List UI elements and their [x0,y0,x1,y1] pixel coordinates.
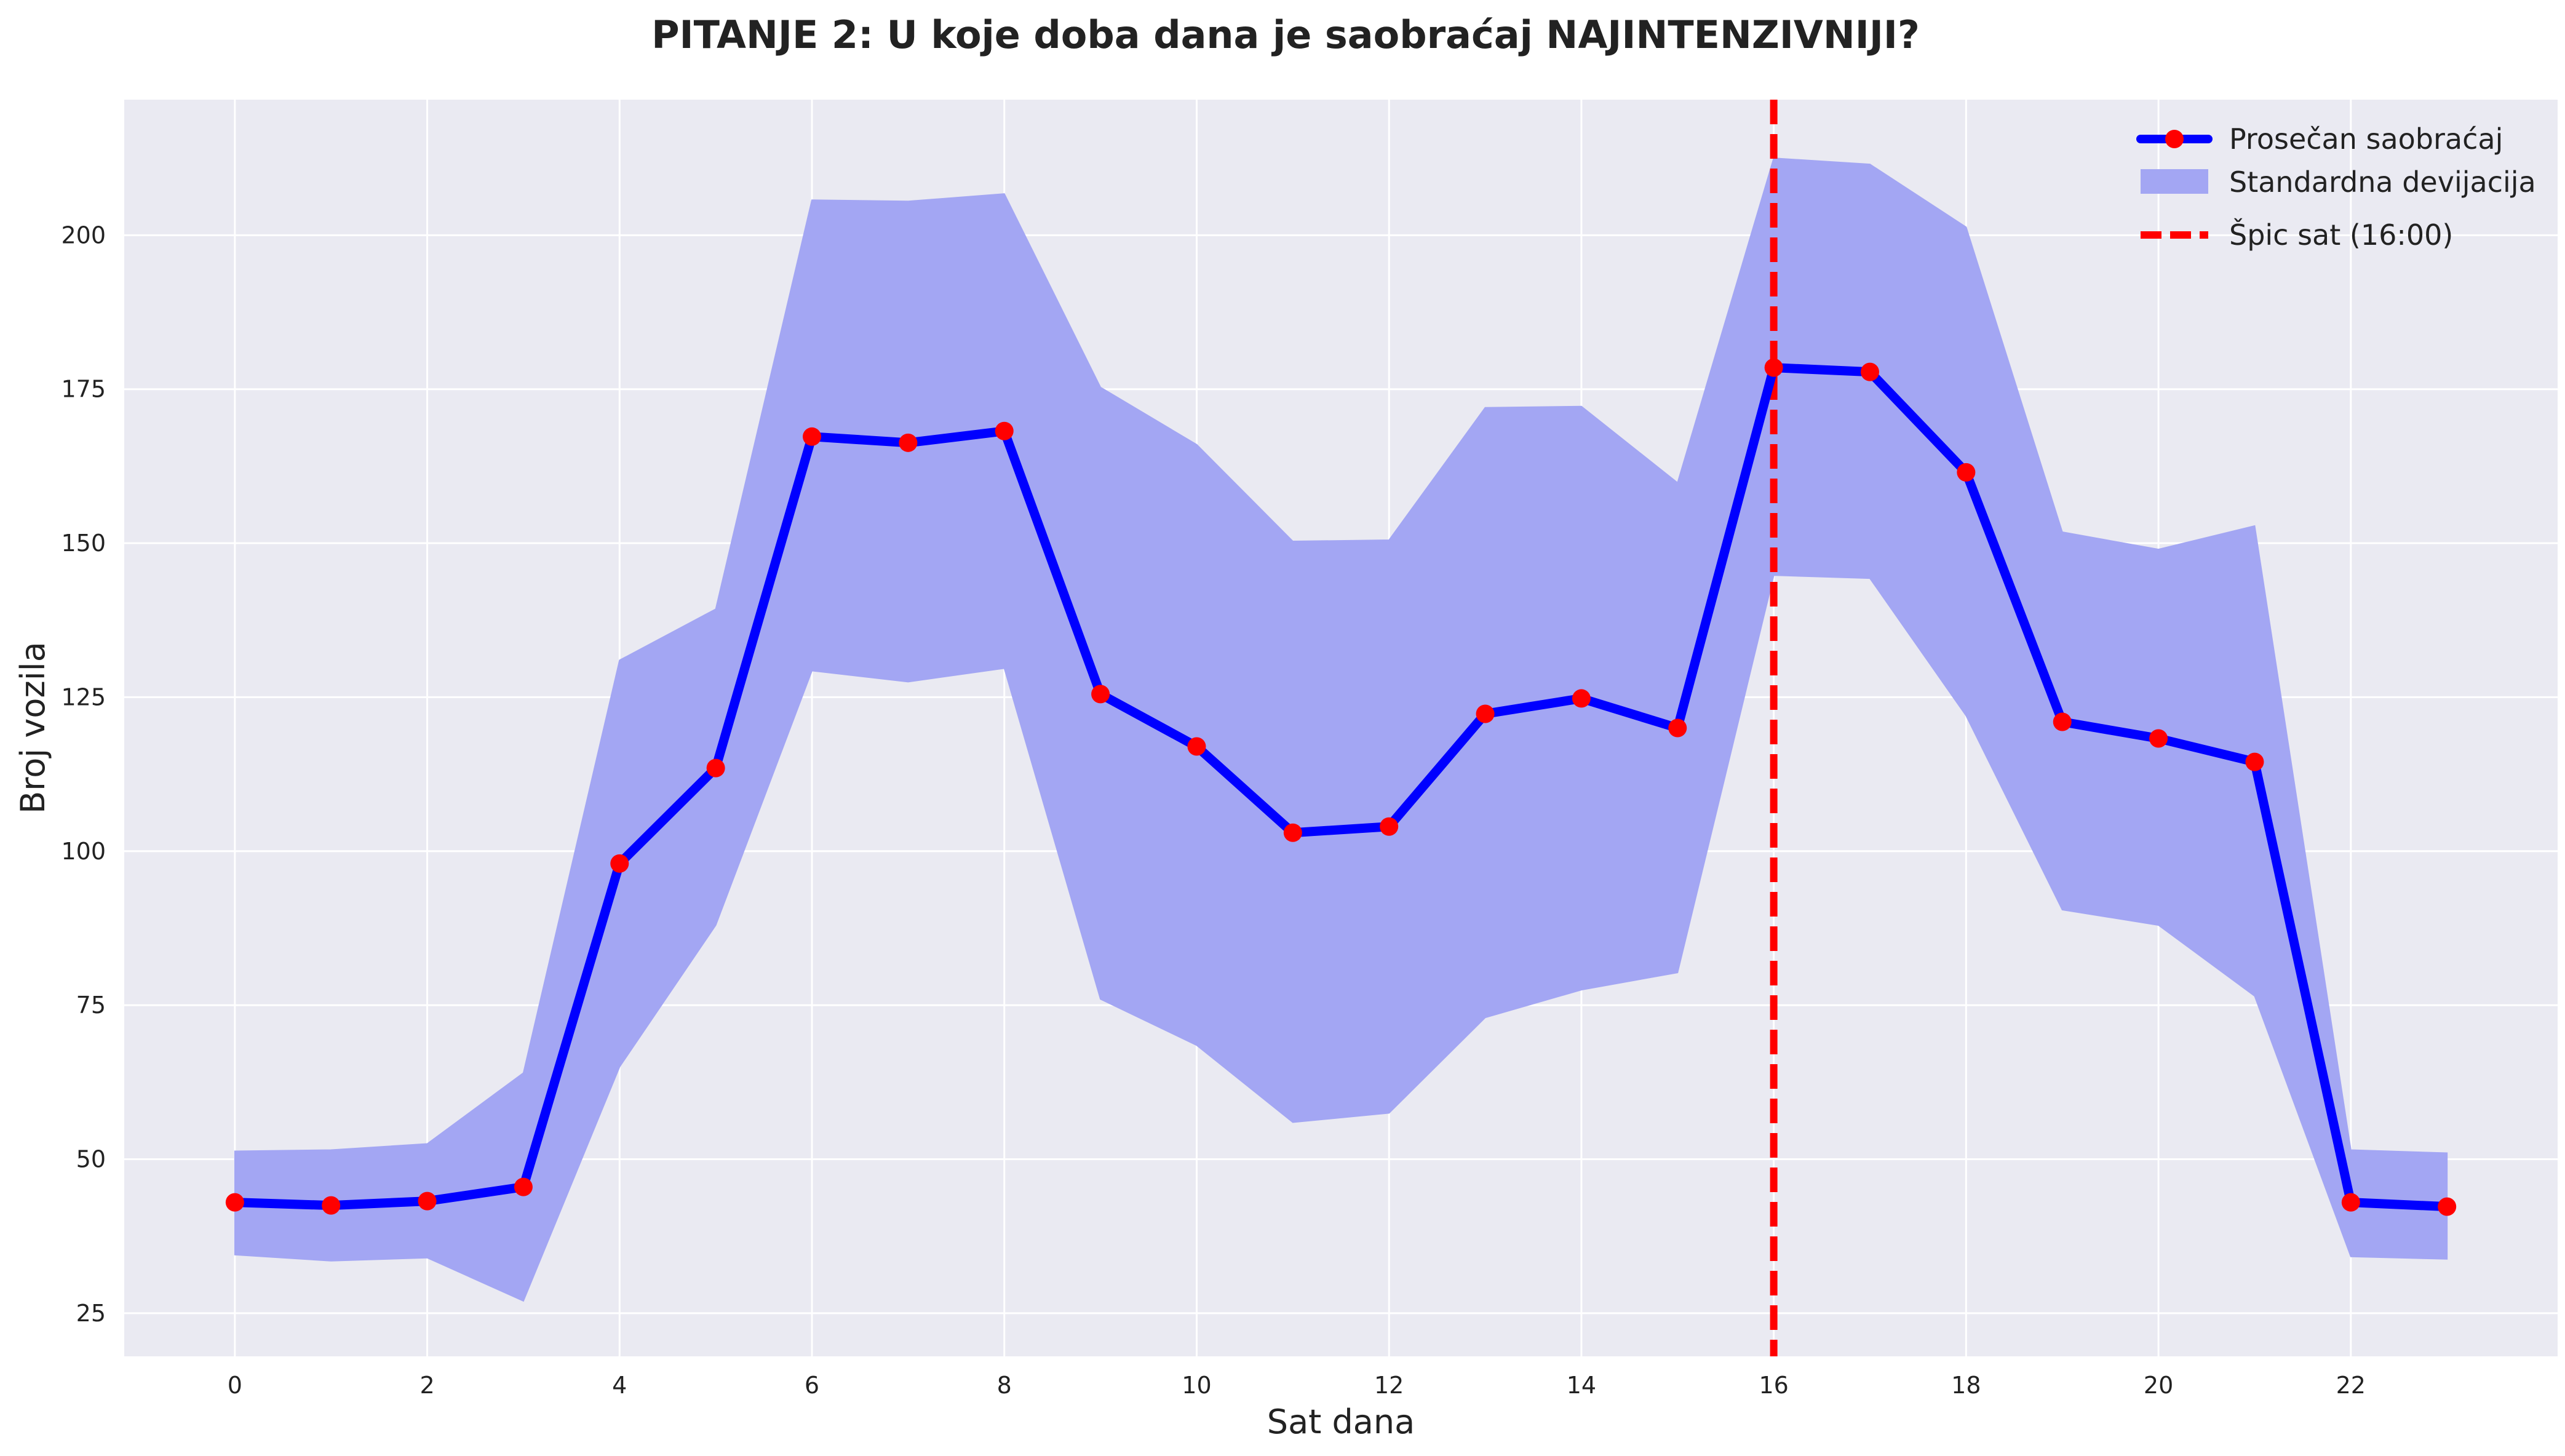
data-point [1764,358,1783,377]
average-line-layer [225,358,2457,1216]
legend: Prosečan saobraćaj Standardna devijacija… [2136,122,2536,252]
data-point [2149,729,2168,748]
y-tick-label: 100 [61,838,106,865]
data-point [1187,737,1206,756]
x-tick-labels: 0 2 4 6 8 10 12 14 16 18 20 22 [228,1372,2366,1399]
data-point [706,758,725,778]
data-point [610,854,629,873]
data-point [1476,704,1495,723]
x-axis-label: Sat dana [1267,1402,1415,1441]
data-point [514,1177,533,1196]
y-axis-label: Broj vozila [14,642,52,814]
average-line [230,363,2452,1212]
x-tick-label: 18 [1951,1372,1981,1399]
data-point [2341,1193,2360,1212]
data-point [2245,752,2264,771]
data-point [225,1193,244,1212]
data-point [2438,1197,2457,1216]
y-tick-label: 175 [61,376,106,403]
x-tick-label: 0 [228,1372,242,1399]
legend-band-swatch [2141,169,2208,194]
data-point [1957,463,1976,482]
data-point [2053,712,2072,731]
data-point [1283,823,1302,842]
y-tick-label: 50 [76,1146,106,1173]
y-tick-labels: 25 50 75 100 125 150 175 200 [61,221,106,1327]
x-tick-label: 10 [1182,1372,1211,1399]
y-tick-label: 25 [76,1300,106,1327]
x-tick-label: 12 [1374,1372,1404,1399]
y-tick-label: 125 [61,683,106,710]
y-tick-label: 150 [61,530,106,557]
data-point [1861,362,1879,381]
data-point [1668,718,1687,738]
data-point [803,427,821,446]
legend-label-average: Prosečan saobraćaj [2229,122,2503,156]
x-tick-label: 8 [997,1372,1012,1399]
x-tick-label: 6 [805,1372,819,1399]
legend-marker-swatch [2165,130,2184,148]
data-point [995,421,1014,440]
data-point [1091,685,1110,704]
y-tick-label: 200 [61,221,106,249]
x-tick-label: 16 [1759,1372,1788,1399]
std-band [234,157,2448,1302]
data-point [1572,689,1591,708]
x-tick-label: 20 [2144,1372,2173,1399]
y-tick-label: 75 [76,992,106,1019]
legend-label-std: Standardna devijacija [2229,165,2536,199]
x-tick-label: 2 [420,1372,434,1399]
data-point [1380,817,1399,836]
x-tick-label: 22 [2336,1372,2366,1399]
chart-title: PITANJE 2: U koje doba dana je saobraćaj… [651,12,1920,57]
x-tick-label: 14 [1567,1372,1596,1399]
legend-label-peak: Špic sat (16:00) [2229,218,2453,252]
data-point [899,433,918,452]
data-point [322,1196,341,1215]
std-band-layer [234,157,2448,1302]
data-point [418,1191,437,1211]
x-tick-label: 4 [612,1372,627,1399]
